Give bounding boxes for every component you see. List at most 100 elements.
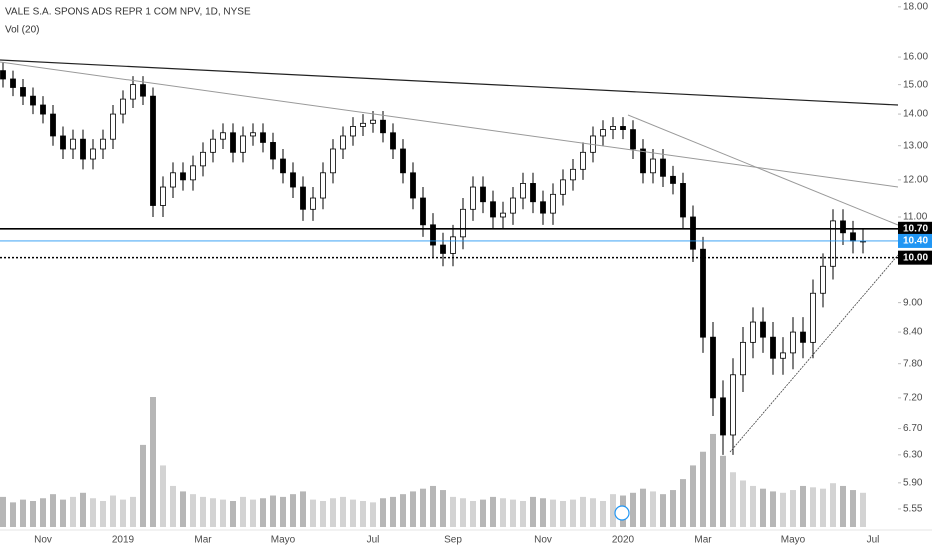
- volume-bar: [410, 491, 416, 527]
- candle-body: [260, 132, 266, 143]
- candle-body: [530, 183, 536, 203]
- candle-body: [830, 220, 836, 267]
- candle-body: [180, 172, 186, 181]
- volume-bar: [630, 492, 636, 527]
- candle-body: [560, 179, 566, 195]
- price-label-box: [898, 250, 932, 265]
- volume-bar: [120, 499, 126, 527]
- volume-bar: [550, 499, 556, 527]
- candle-body: [40, 104, 46, 115]
- x-tick-label: Mar: [194, 535, 212, 546]
- candle-body: [630, 129, 636, 150]
- y-tick-label: 7.80: [903, 358, 923, 369]
- candle-body: [360, 122, 366, 127]
- x-tick-label: Jul: [867, 535, 880, 546]
- candle-body: [540, 201, 546, 214]
- volume-bar: [780, 492, 786, 527]
- volume-bar: [260, 498, 266, 527]
- candle-body: [670, 175, 676, 184]
- candle-body: [140, 84, 146, 97]
- candle-body: [520, 183, 526, 199]
- volume-bar: [860, 492, 866, 527]
- price-lines: 10.70 10.40 10.00: [0, 221, 932, 265]
- price-label: 10.70: [903, 223, 928, 234]
- volume-bar: [820, 488, 826, 527]
- candle-body: [640, 148, 646, 174]
- volume-bar: [470, 501, 476, 527]
- trend-line: [0, 61, 899, 188]
- candle-body: [750, 321, 756, 343]
- price-label: 10.00: [903, 252, 928, 263]
- candle-body: [370, 119, 376, 124]
- candle-body: [790, 331, 796, 354]
- candle-body: [160, 186, 166, 206]
- price-label: 10.40: [903, 236, 928, 247]
- candle-body: [0, 70, 6, 80]
- candle-body: [350, 126, 356, 137]
- volume-bar: [280, 496, 286, 527]
- candle-body: [720, 397, 726, 436]
- event-marker[interactable]: [614, 505, 630, 521]
- candle-body: [300, 186, 306, 210]
- volume-bar: [70, 496, 76, 527]
- candle-body: [490, 201, 496, 218]
- candle-body: [460, 208, 466, 238]
- volume-layer: [0, 397, 866, 527]
- volume-bar: [610, 494, 616, 527]
- candle-body: [480, 186, 486, 203]
- y-tick-label: 7.20: [903, 392, 923, 403]
- volume-bar: [360, 501, 366, 527]
- volume-bar: [80, 492, 86, 527]
- volume-bar: [170, 485, 176, 527]
- x-tick-label: Nov: [34, 535, 52, 546]
- candle-body: [290, 172, 296, 188]
- y-tick-label: 6.30: [903, 449, 923, 460]
- volume-bar: [390, 496, 396, 527]
- volume-bar: [210, 498, 216, 527]
- candle-body: [400, 148, 406, 174]
- volume-bar: [20, 499, 26, 527]
- candle-body: [850, 232, 856, 242]
- candle-body: [80, 138, 86, 160]
- y-tick-label: 12.00: [903, 174, 928, 185]
- candle-body: [800, 331, 806, 343]
- volume-bar: [560, 501, 566, 527]
- volume-bar: [660, 494, 666, 527]
- candle-body: [330, 148, 336, 174]
- candle-body: [130, 84, 136, 100]
- volume-bar: [220, 499, 226, 527]
- candle-body: [550, 193, 556, 214]
- volume-bar: [700, 451, 706, 527]
- volume-bar: [440, 490, 446, 527]
- candle-body: [770, 336, 776, 359]
- candle-body: [420, 197, 426, 226]
- volume-bar: [450, 496, 456, 527]
- volume-bar: [290, 494, 296, 527]
- volume-bar: [110, 495, 116, 527]
- candle-body: [740, 341, 746, 376]
- volume-bar: [740, 480, 746, 527]
- candle-body: [690, 216, 696, 250]
- volume-bar: [10, 502, 16, 527]
- volume-bar: [670, 490, 676, 527]
- candle-body: [470, 186, 476, 210]
- price-label-box: [898, 221, 932, 236]
- volume-bar: [490, 496, 496, 527]
- candle-body: [650, 158, 656, 174]
- x-tick-label: Sep: [444, 535, 462, 546]
- candle-body: [810, 292, 816, 343]
- volume-bar: [840, 485, 846, 527]
- trend-line: [0, 59, 899, 106]
- volume-bar: [330, 498, 336, 527]
- volume-bar: [600, 501, 606, 527]
- volume-bar: [590, 498, 596, 527]
- candle-body: [60, 135, 66, 150]
- candle-body: [620, 126, 626, 130]
- candle-body: [660, 158, 666, 177]
- volume-bar: [730, 472, 736, 527]
- volume-bar: [300, 491, 306, 527]
- candle-body: [230, 132, 236, 153]
- x-tick-label: Nov: [534, 535, 552, 546]
- volume-bar: [230, 501, 236, 527]
